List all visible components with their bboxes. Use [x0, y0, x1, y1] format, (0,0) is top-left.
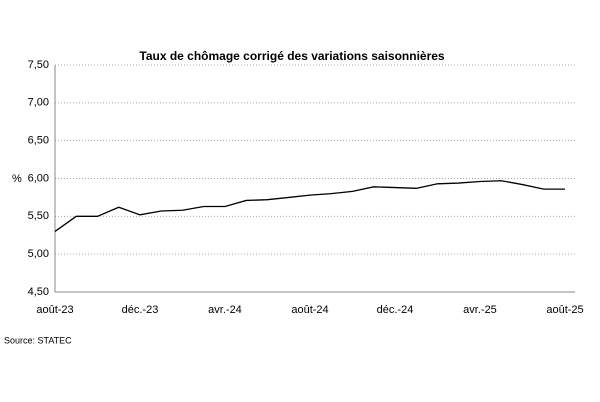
- x-tick-label: août-23: [36, 304, 73, 316]
- y-tick-label: 7,50: [28, 59, 49, 71]
- y-tick-label: 6,50: [28, 135, 49, 147]
- data-line: [54, 180, 565, 232]
- y-tick-label: 5,00: [28, 248, 49, 260]
- x-tick-label: déc.-24: [377, 304, 414, 316]
- x-tick-label: avr.-25: [463, 304, 497, 316]
- x-tick-label: avr.-24: [208, 304, 242, 316]
- y-tick-label: 4,50: [28, 286, 49, 298]
- y-tick-label: 5,50: [28, 210, 49, 222]
- x-tick-label: août-24: [291, 304, 328, 316]
- x-tick-label: août-25: [546, 304, 583, 316]
- y-tick-label: 7,00: [28, 97, 49, 109]
- y-tick-label: 6,00: [28, 172, 49, 184]
- x-tick-label: déc.-23: [122, 304, 159, 316]
- source-note: Source: STATEC: [4, 335, 72, 345]
- chart-title: Taux de chômage corrigé des variations s…: [139, 49, 445, 63]
- y-axis-label: %: [12, 173, 22, 185]
